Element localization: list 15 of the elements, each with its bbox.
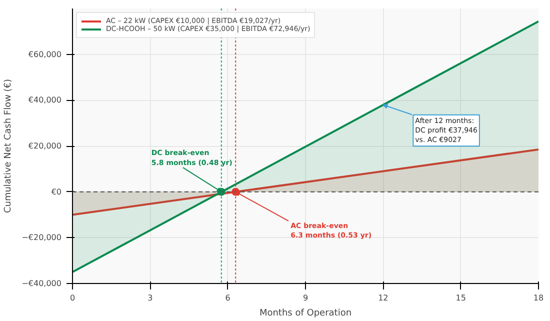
x-tick-label: 9	[302, 294, 308, 302]
y-tick-label: −€20,000	[22, 233, 62, 242]
x-axis-title: Months of Operation	[259, 308, 352, 318]
x-tick-label: 18	[533, 294, 544, 302]
x-tick-label: 0	[70, 294, 76, 302]
y-axis-title: Cumulative Net Cash Flow (€)	[4, 78, 14, 214]
x-tick-label: 3	[148, 294, 153, 302]
x-tick-label: 6	[225, 294, 230, 302]
y-tick-label: €0	[51, 187, 62, 196]
y-tick-label: €60,000	[28, 50, 62, 59]
y-tick-label: €20,000	[28, 142, 62, 150]
y-tick-label: €40,000	[28, 96, 62, 105]
x-tick-label: 15	[456, 294, 466, 302]
x-tick-label: 12	[378, 294, 388, 302]
y-tick-label: −€40,000	[22, 279, 62, 288]
